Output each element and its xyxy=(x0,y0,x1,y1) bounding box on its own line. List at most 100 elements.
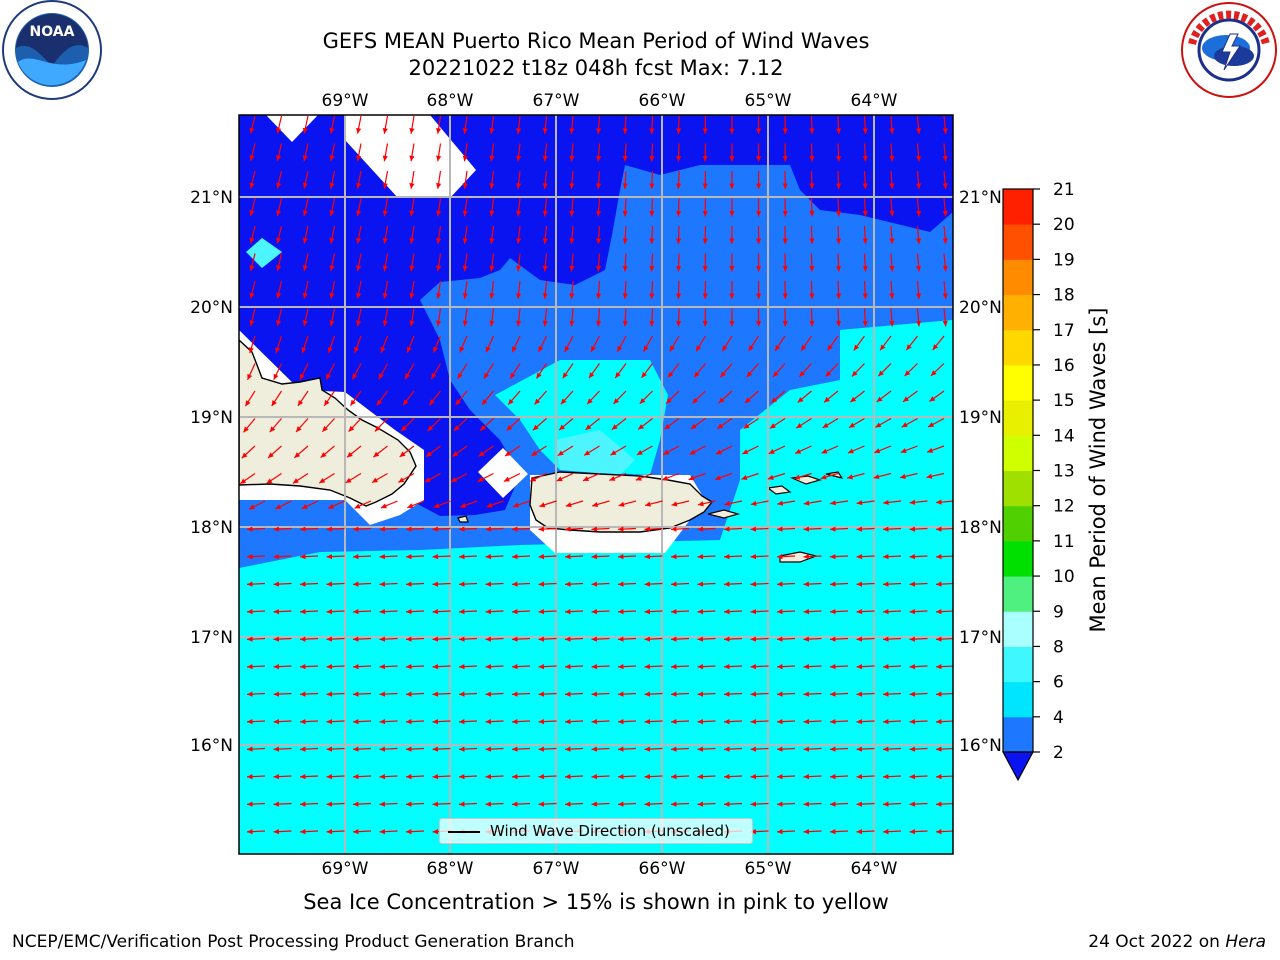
wind-arrow xyxy=(782,253,788,272)
wind-arrow xyxy=(569,225,575,244)
wind-arrow xyxy=(809,308,815,327)
land-mona-island xyxy=(457,515,469,523)
wind-arrow xyxy=(372,445,388,458)
wind-arrow xyxy=(635,472,653,481)
wind-arrow xyxy=(803,609,822,615)
svg-text:NOAA: NOAA xyxy=(30,24,75,40)
colorbar-segment xyxy=(1003,470,1033,507)
wind-arrow xyxy=(299,363,309,380)
wind-arrow xyxy=(929,390,945,402)
wind-arrow xyxy=(302,253,309,272)
wind-arrow xyxy=(276,225,283,244)
wind-arrow xyxy=(915,143,922,162)
wind-arrow xyxy=(718,390,733,404)
wind-arrow xyxy=(436,280,442,299)
wind-arrow xyxy=(690,418,706,430)
wind-arrow xyxy=(405,554,425,560)
wind-arrow xyxy=(697,691,716,697)
wind-arrow xyxy=(595,225,602,244)
legend-line-swatch xyxy=(448,831,480,833)
wind-arrow xyxy=(320,445,335,458)
wind-arrow xyxy=(776,774,796,780)
wind-arrow xyxy=(511,719,531,725)
wind-arrow xyxy=(352,746,372,752)
wind-arrow xyxy=(644,500,663,507)
wind-arrow xyxy=(915,170,922,189)
wind-arrow xyxy=(432,801,451,807)
wind-arrow xyxy=(821,445,839,454)
wind-arrow xyxy=(354,335,362,354)
wind-arrow xyxy=(432,746,451,752)
colorbar-segment xyxy=(1003,224,1033,260)
wind-arrow xyxy=(750,609,769,615)
wind-arrow xyxy=(702,225,708,245)
wind-arrow xyxy=(485,719,504,725)
wind-arrow xyxy=(248,335,256,354)
wind-arrow xyxy=(531,445,547,457)
wind-arrow xyxy=(382,280,389,299)
wind-arrow xyxy=(882,526,902,532)
wind-arrow xyxy=(478,445,494,457)
wind-arrow xyxy=(276,280,283,299)
wind-arrow xyxy=(889,225,895,244)
wind-arrow xyxy=(405,829,425,835)
wind-arrow xyxy=(935,719,953,725)
wind-arrow xyxy=(835,253,842,272)
wind-arrow xyxy=(591,719,610,725)
wind-arrow xyxy=(436,143,442,162)
wind-arrow xyxy=(822,417,839,429)
wind-arrow xyxy=(882,746,902,752)
wind-arrow xyxy=(750,746,769,752)
wind-arrow xyxy=(249,225,256,244)
wind-arrow xyxy=(542,280,548,299)
wind-arrow xyxy=(436,225,442,244)
longitude-labels-top: 69°W 68°W 67°W 66°W 65°W 64°W xyxy=(322,91,898,111)
wind-arrow xyxy=(675,225,682,245)
colorbar-segment xyxy=(1003,611,1033,647)
wind-arrow xyxy=(591,554,610,560)
wind-arrow xyxy=(675,253,682,272)
wind-arrow xyxy=(244,390,256,407)
wind-arrow xyxy=(942,143,948,162)
wind-arrow xyxy=(405,636,425,642)
colorbar-segment xyxy=(1003,329,1033,366)
wind-arrow xyxy=(889,143,895,162)
wind-arrow xyxy=(458,609,478,615)
wind-arrow xyxy=(697,746,716,752)
wind-arrow xyxy=(356,115,362,134)
wind-arrow xyxy=(591,801,610,807)
wind-arrow xyxy=(379,801,398,807)
wind-arrow xyxy=(542,198,548,217)
wind-arrow xyxy=(746,363,759,378)
lat-label-left: 16°N xyxy=(190,736,233,756)
wind-arrow xyxy=(879,335,892,351)
wind-arrow xyxy=(856,829,875,835)
wind-arrow xyxy=(618,500,637,507)
wind-arrow xyxy=(374,418,388,432)
wind-arrow xyxy=(675,143,682,162)
colorbar-tick-label: 15 xyxy=(1053,391,1075,411)
wind-arrow xyxy=(326,526,345,532)
wind-arrow xyxy=(356,280,362,299)
wind-arrow xyxy=(249,280,256,299)
wind-arrow xyxy=(829,664,849,670)
wind-arrow xyxy=(511,581,531,587)
wind-arrow xyxy=(246,526,266,532)
wind-arrow xyxy=(750,691,769,697)
wind-arrow xyxy=(511,746,531,752)
wind-arrow xyxy=(595,253,602,272)
wind-arrow xyxy=(538,636,557,642)
wind-arrow xyxy=(823,390,839,403)
wind-arrow xyxy=(515,170,522,189)
wind-arrow xyxy=(769,417,786,429)
wind-arrow xyxy=(515,143,522,162)
wind-arrow xyxy=(723,746,743,752)
wind-arrow xyxy=(299,801,319,807)
wind-arrow xyxy=(830,500,849,506)
wind-arrow xyxy=(803,719,822,725)
wind-arrow xyxy=(326,829,345,835)
wind-arrow xyxy=(379,774,398,780)
wind-arrow xyxy=(590,335,601,353)
wind-arrow xyxy=(352,363,362,380)
wind-arrow xyxy=(407,500,425,509)
